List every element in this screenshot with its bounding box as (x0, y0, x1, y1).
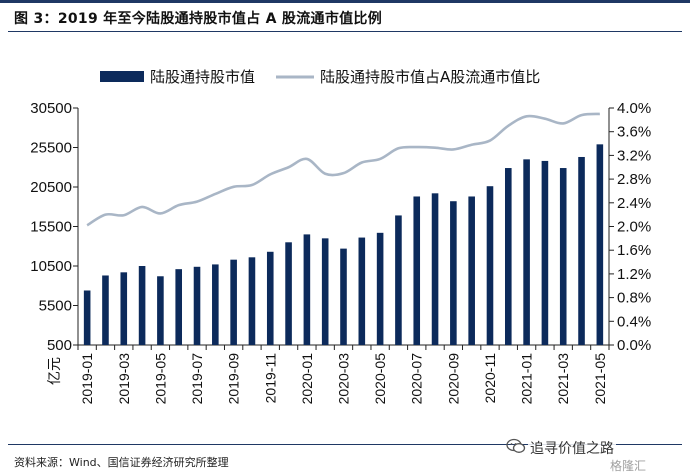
bar (83, 290, 91, 345)
top-border (0, 0, 690, 3)
bar (413, 196, 421, 345)
bar (523, 159, 530, 345)
y-right-tick-label: 3.2% (617, 147, 651, 164)
y-right-tick-label: 0.4% (617, 313, 651, 330)
bar (157, 276, 164, 345)
bar (285, 242, 292, 345)
x-tick-label: 2020-09 (445, 353, 461, 405)
bar (230, 259, 237, 345)
bar (358, 237, 366, 345)
bar (303, 234, 311, 345)
bar-series (83, 144, 604, 345)
line-path (86, 112, 600, 227)
y-right-tick-label: 4.0% (617, 100, 651, 117)
x-tick-label: 2019-03 (116, 353, 132, 405)
y-left-tick-label: 30500 (30, 100, 72, 117)
bar (450, 201, 457, 345)
y-left-tick-label: 10500 (30, 258, 72, 275)
x-tick-label: 2021-05 (592, 353, 608, 405)
x-tick-label: 2020-03 (336, 353, 352, 405)
bar (248, 257, 256, 345)
figure-title: 图 3：2019 年至今陆股通持股市值占 A 股流通市值比例 (14, 11, 383, 27)
bar (468, 196, 475, 345)
y-left-tick-label: 15500 (30, 219, 72, 236)
y-axis-right-ticks: 0.0% 0.4% 0.8% 1.2% 1.6% 2.0% 2.4% 2.8% 3.2% 3.6%… (609, 100, 651, 354)
bar (212, 264, 219, 345)
bar (578, 156, 585, 345)
source-note: 资料来源：Wind、国信证券经济研究所整理 (14, 456, 229, 469)
bar (138, 266, 146, 345)
line-series (86, 112, 600, 227)
x-tick-label: 2020-11 (482, 353, 498, 404)
y-right-tick-label: 1.2% (617, 266, 651, 283)
bar (504, 168, 512, 345)
x-tick-label: 2019-07 (189, 353, 205, 405)
title-divider (8, 31, 682, 32)
x-tick-label: 2019-05 (152, 353, 168, 405)
bar (395, 215, 402, 345)
legend-bar-swatch (100, 71, 144, 82)
x-tick-label: 2019-01 (79, 353, 95, 405)
x-tick-label: 2020-01 (299, 353, 315, 405)
legend-line-label: 陆股通持股市值占A股流通市值比 (320, 68, 540, 86)
y-left-tick-label: 500 (47, 337, 72, 354)
legend-bar-label: 陆股通持股市值 (150, 68, 255, 86)
y-left-tick-label: 20500 (30, 179, 72, 196)
x-tick-label: 2021-01 (519, 353, 535, 405)
watermark-sub: 格隆汇 (610, 459, 647, 473)
y-right-tick-label: 1.6% (617, 242, 651, 259)
bar (559, 168, 567, 345)
y-right-tick-label: 0.8% (617, 290, 651, 307)
bar (541, 160, 549, 345)
x-tick-label: 2019-11 (262, 353, 278, 404)
y-left-tick-label: 25500 (30, 140, 72, 157)
x-tick-label: 2020-05 (372, 353, 388, 405)
bar (102, 275, 109, 345)
bar (193, 266, 201, 345)
bar (340, 248, 347, 345)
y-axis-left-ticks: 500 5500 10500 15500 20500 25500 30500 (30, 100, 78, 354)
bar (431, 193, 439, 345)
x-unit-label: 亿元 (47, 357, 63, 385)
chart: 陆股通持股市值 陆股通持股市值占A股流通市值比 500 5500 10500 1550… (30, 68, 651, 405)
chart-legend: 陆股通持股市值 陆股通持股市值占A股流通市值比 (100, 68, 540, 86)
bar (486, 186, 494, 345)
y-right-tick-label: 2.4% (617, 195, 651, 212)
y-left-tick-label: 5500 (39, 298, 72, 315)
bar (596, 144, 604, 345)
x-tick-label: 2020-07 (409, 353, 425, 405)
y-right-tick-label: 3.6% (617, 124, 651, 141)
bar (175, 269, 183, 345)
bar (266, 251, 274, 345)
bottom-divider (8, 444, 682, 445)
x-axis-ticks: 2019-01 2019-03 2019-05 2019-07 2019-09 2019-… (79, 353, 608, 405)
y-right-tick-label: 0.0% (617, 337, 651, 354)
bar (376, 232, 384, 345)
y-right-tick-label: 2.0% (617, 219, 651, 236)
watermark-text: 追寻价值之路 (528, 438, 616, 458)
x-tick-label: 2021-03 (555, 353, 571, 405)
bar (321, 238, 329, 345)
y-right-tick-label: 2.8% (617, 171, 651, 188)
wechat-icon (506, 438, 526, 453)
x-tick-label: 2019-09 (226, 353, 242, 405)
bar (120, 272, 128, 345)
